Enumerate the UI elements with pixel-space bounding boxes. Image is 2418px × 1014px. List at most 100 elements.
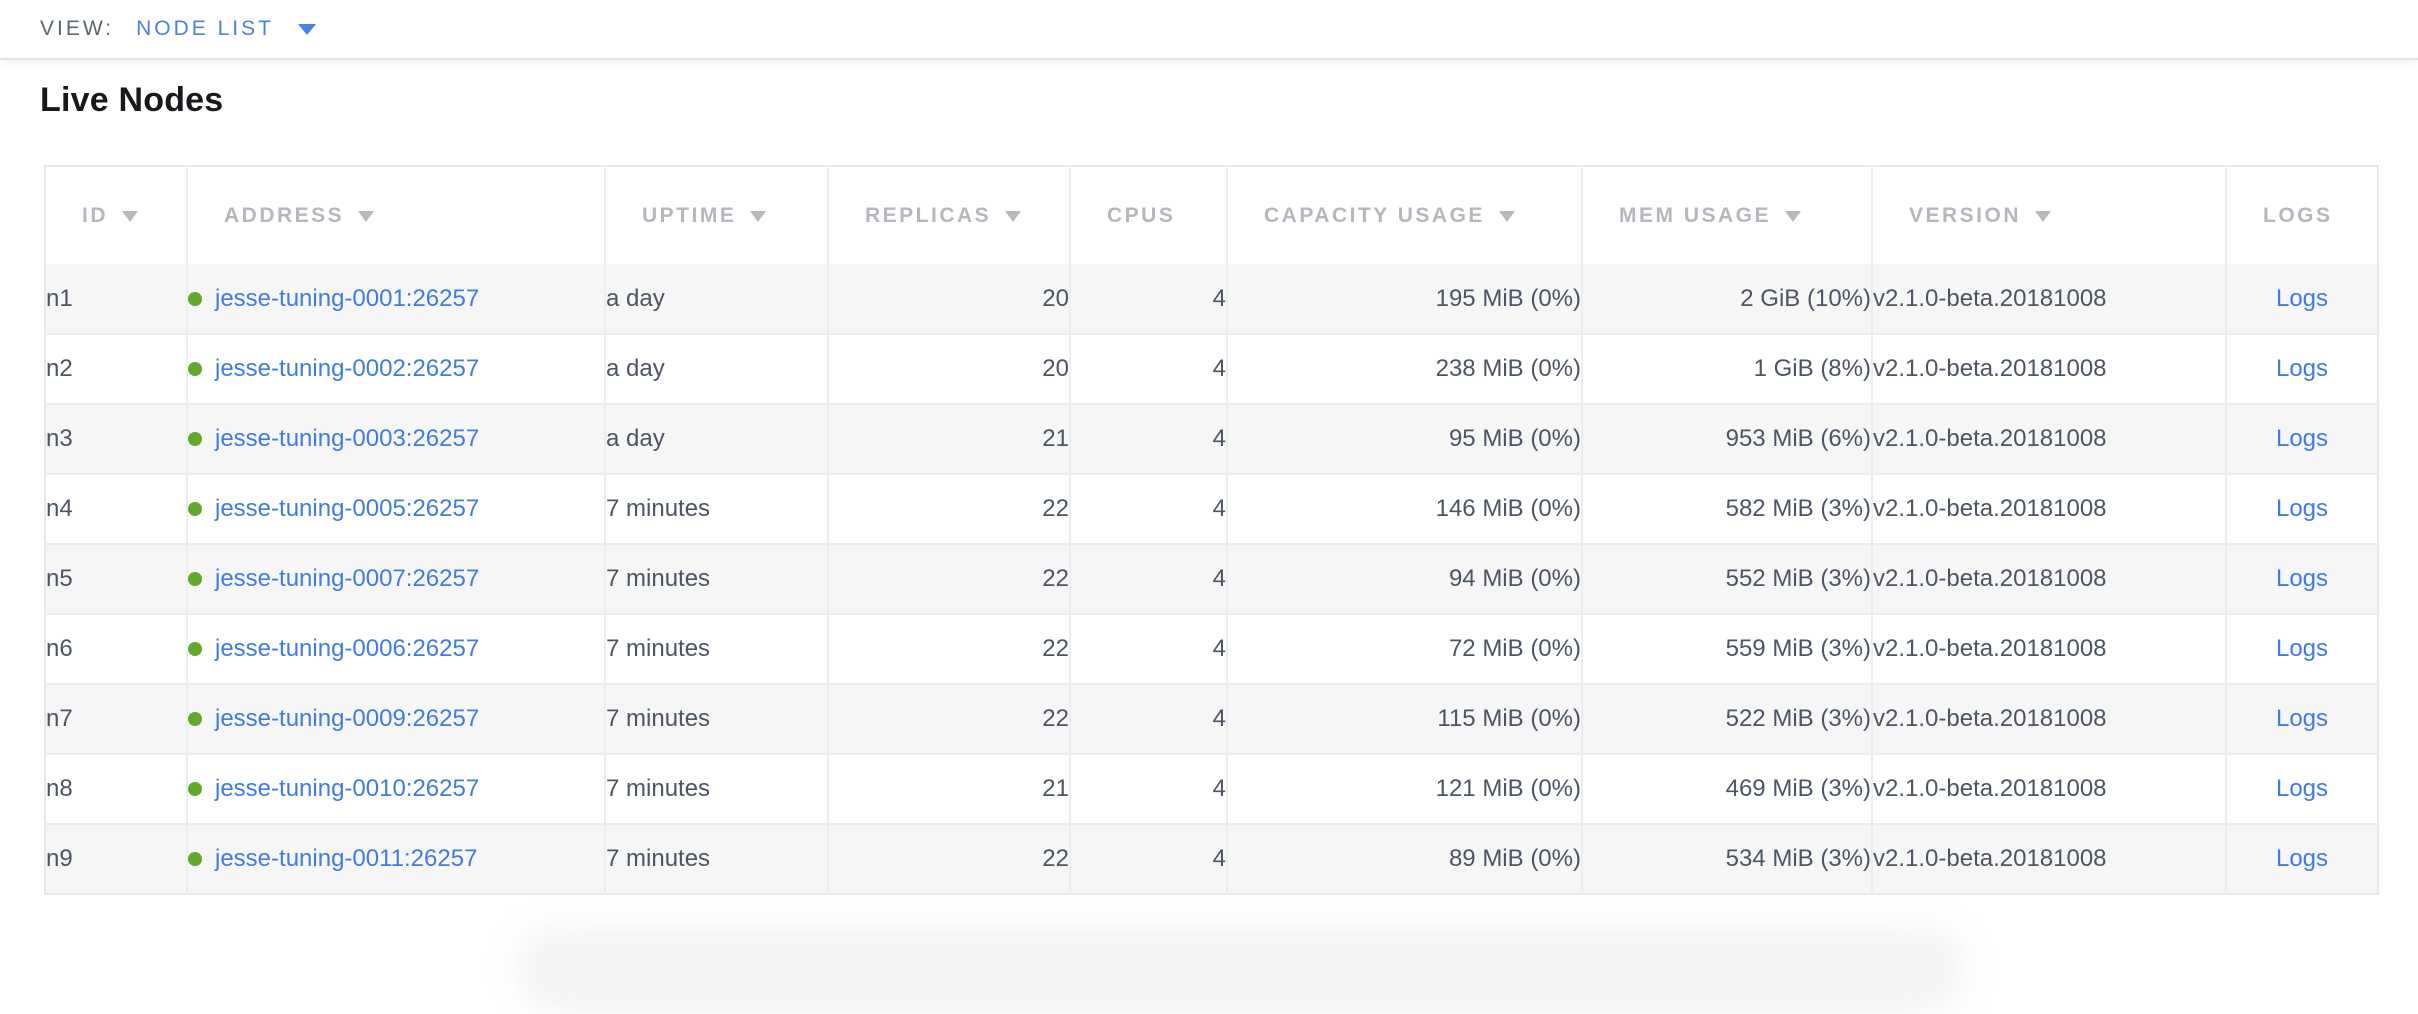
- logs-link[interactable]: Logs: [2275, 565, 2329, 592]
- sort-descending-icon: [750, 210, 767, 222]
- sort-descending-icon: [122, 210, 138, 222]
- sort-descending-icon: [1498, 210, 1515, 222]
- node-healthy-status-icon: [189, 362, 202, 376]
- column-header-label: CPUS: [1107, 203, 1176, 227]
- cell-version: v2.1.0-beta.20181008: [1871, 823, 2226, 894]
- cell-version: v2.1.0-beta.20181008: [1871, 473, 2226, 544]
- node-address-link[interactable]: jesse-tuning-0011:26257: [215, 845, 478, 872]
- cell-node-address: jesse-tuning-0001:26257: [186, 264, 605, 334]
- cell-replicas: 22: [827, 613, 1070, 684]
- column-header-cpus: CPUS: [1069, 166, 1227, 264]
- node-address-link[interactable]: jesse-tuning-0005:26257: [215, 495, 480, 522]
- cell-node-address: jesse-tuning-0006:26257: [186, 613, 605, 684]
- node-row-n7: n7 jesse-tuning-0009:26257 7 minutes 22 4 115…: [45, 683, 2378, 754]
- live-nodes-table: ID ADDRESS UPTIME REPLICAS CPUS CAPACITY USAG…: [44, 165, 2379, 895]
- column-header-version[interactable]: VERSION: [1871, 166, 2226, 264]
- cell-uptime: 7 minutes: [604, 473, 828, 544]
- cell-mem-usage: 522 MiB (3%): [1581, 683, 1872, 754]
- cell-capacity-usage: 121 MiB (0%): [1226, 753, 1582, 824]
- column-header-logs: LOGS: [2225, 166, 2378, 264]
- view-selected-value: NODE LIST: [136, 17, 274, 40]
- cell-uptime: 7 minutes: [604, 543, 828, 614]
- cell-replicas: 20: [827, 333, 1070, 404]
- cell-node-id: n6: [45, 613, 187, 684]
- logs-link[interactable]: Logs: [2275, 845, 2329, 872]
- column-header-uptime[interactable]: UPTIME: [604, 166, 828, 264]
- cell-mem-usage: 552 MiB (3%): [1581, 543, 1872, 614]
- cell-mem-usage: 1 GiB (8%): [1581, 333, 1872, 404]
- cell-capacity-usage: 95 MiB (0%): [1226, 403, 1582, 474]
- view-bar: VIEW: NODE LIST: [0, 0, 2418, 60]
- node-healthy-status-icon: [189, 291, 202, 306]
- sort-descending-icon: [1005, 210, 1022, 222]
- logs-link[interactable]: Logs: [2275, 495, 2329, 522]
- node-healthy-status-icon: [189, 712, 202, 726]
- node-healthy-status-icon: [189, 572, 202, 586]
- cell-version: v2.1.0-beta.20181008: [1871, 403, 2226, 474]
- logs-link[interactable]: Logs: [2275, 355, 2329, 382]
- cell-cpus: 4: [1069, 264, 1227, 334]
- cell-replicas: 22: [827, 683, 1070, 754]
- node-address-link[interactable]: jesse-tuning-0006:26257: [215, 635, 480, 662]
- chevron-down-icon: [297, 23, 316, 35]
- cell-node-address: jesse-tuning-0005:26257: [186, 473, 605, 544]
- node-row-n2: n2 jesse-tuning-0002:26257 a day 20 4 238 MiB…: [45, 333, 2378, 404]
- cell-logs: Logs: [2225, 333, 2378, 404]
- cell-uptime: 7 minutes: [604, 823, 828, 894]
- column-header-label: UPTIME: [642, 203, 737, 227]
- cell-node-id: n9: [45, 823, 187, 894]
- cell-capacity-usage: 195 MiB (0%): [1226, 264, 1582, 334]
- column-header-address[interactable]: ADDRESS: [186, 166, 605, 264]
- cell-cpus: 4: [1069, 683, 1227, 754]
- sort-descending-icon: [2035, 210, 2052, 222]
- cell-capacity-usage: 94 MiB (0%): [1226, 543, 1582, 614]
- cell-replicas: 22: [827, 543, 1070, 614]
- cell-node-address: jesse-tuning-0003:26257: [186, 403, 605, 474]
- cell-uptime: 7 minutes: [604, 683, 828, 754]
- column-header-mem[interactable]: MEM USAGE: [1581, 166, 1872, 264]
- node-address-link[interactable]: jesse-tuning-0001:26257: [215, 284, 480, 312]
- cell-logs: Logs: [2225, 823, 2378, 894]
- cell-node-id: n3: [45, 403, 187, 474]
- logs-link[interactable]: Logs: [2275, 705, 2329, 732]
- cell-mem-usage: 469 MiB (3%): [1581, 753, 1872, 824]
- cell-logs: Logs: [2225, 403, 2378, 474]
- cell-node-address: jesse-tuning-0007:26257: [186, 543, 605, 614]
- cell-node-id: n1: [46, 284, 73, 312]
- cell-mem-usage: 559 MiB (3%): [1581, 613, 1872, 684]
- cell-replicas: 22: [827, 473, 1070, 544]
- node-address-link[interactable]: jesse-tuning-0003:26257: [215, 425, 480, 452]
- cell-node-address: jesse-tuning-0010:26257: [186, 753, 605, 824]
- node-row-n3: n3 jesse-tuning-0003:26257 a day 21 4 95 MiB …: [45, 403, 2378, 474]
- node-address-link[interactable]: jesse-tuning-0007:26257: [215, 565, 480, 592]
- cell-mem-usage: 534 MiB (3%): [1581, 823, 1872, 894]
- cell-uptime: a day: [604, 264, 828, 334]
- cell-logs: Logs: [2225, 753, 2378, 824]
- node-address-link[interactable]: jesse-tuning-0002:26257: [215, 355, 480, 382]
- cell-cpus: 4: [1069, 753, 1227, 824]
- cell-version: v2.1.0-beta.20181008: [1871, 613, 2226, 684]
- column-header-id[interactable]: ID: [45, 166, 187, 264]
- cell-version: v2.1.0-beta.20181008: [1871, 333, 2226, 404]
- logs-link[interactable]: Logs: [2275, 635, 2329, 662]
- node-healthy-status-icon: [189, 852, 202, 866]
- cell-node-id: n2: [45, 333, 187, 404]
- column-header-capacity[interactable]: CAPACITY USAGE: [1226, 166, 1582, 264]
- cell-mem-usage: 2 GiB (10%): [1581, 264, 1872, 334]
- cell-replicas: 21: [827, 403, 1070, 474]
- logs-link[interactable]: Logs: [2275, 425, 2329, 452]
- sort-descending-icon: [358, 210, 375, 222]
- cell-capacity-usage: 89 MiB (0%): [1226, 823, 1582, 894]
- logs-link[interactable]: Logs: [2275, 775, 2329, 802]
- node-address-link[interactable]: jesse-tuning-0009:26257: [215, 705, 480, 732]
- column-header-label: VERSION: [1909, 203, 2022, 227]
- cell-logs: Logs: [2225, 683, 2378, 754]
- node-address-link[interactable]: jesse-tuning-0010:26257: [215, 775, 480, 802]
- cell-cpus: 4: [1069, 543, 1227, 614]
- cell-logs: Logs: [2225, 613, 2378, 684]
- column-header-replicas[interactable]: REPLICAS: [827, 166, 1070, 264]
- cell-capacity-usage: 238 MiB (0%): [1226, 333, 1582, 404]
- node-healthy-status-icon: [189, 642, 202, 656]
- logs-link[interactable]: Logs: [2275, 284, 2329, 312]
- view-selector-dropdown[interactable]: NODE LIST: [136, 17, 316, 41]
